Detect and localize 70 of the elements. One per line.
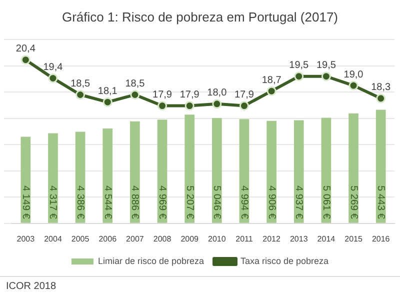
bar [48,133,58,223]
x-tick-label: 2006 [98,234,118,244]
data-label: 18,1 [98,86,118,97]
legend-label: Taxa risco de pobreza [240,256,329,266]
data-label: 19,5 [289,60,310,72]
point [266,86,276,96]
data-label: 19,0 [344,69,364,80]
legend-label: Limiar de risco de pobreza [98,256,204,266]
data-label: 4 317 € [47,186,58,220]
point [158,101,168,111]
point [130,90,140,100]
data-label: 18,5 [125,78,146,90]
point [376,94,386,104]
bar [212,118,222,223]
data-label: 4 386 € [74,186,86,220]
point [321,72,331,82]
data-label: 17,9 [180,90,200,101]
data-label: 18,3 [371,82,392,94]
data-label: 5 061 € [320,186,332,220]
data-label: 4 994 € [238,186,250,220]
text: ICOR 2018 [0,276,400,292]
point [76,90,86,100]
point [294,72,304,82]
point [20,55,30,65]
bar [294,120,304,223]
x-tick-label: 2009 [180,234,200,244]
point [48,73,58,83]
x-tick-label: 2015 [344,234,363,244]
x-tick-label: 2003 [16,234,36,244]
bar [102,128,113,223]
data-label: 4 149 € [20,186,31,220]
data-label: 5 207 € [184,186,195,220]
point [184,101,194,111]
data-label: 5 443 € [375,186,386,220]
data-label: 19,5 [316,60,336,72]
x-tick-label: 2013 [290,234,308,244]
x-tick-label: 2011 [236,234,254,244]
x-tick-label: 2008 [153,234,172,244]
data-label: 4 906 € [266,186,277,220]
bar [184,114,195,223]
data-label: 4 886 € [129,186,140,220]
data-label: 5 046 € [211,186,222,220]
x-tick-label: 2016 [372,234,390,244]
x-tick-label: 2007 [126,234,144,244]
x-tick-label: 2014 [317,234,336,244]
data-label: 18,5 [70,78,90,90]
bar [130,121,140,223]
x-tick-label: 2004 [44,234,62,244]
data-label: 17,9 [234,90,254,101]
x-tick-label: 2012 [262,234,282,244]
x-tick-label: 2005 [71,234,90,244]
data-label: 4 544 € [102,186,113,220]
bar [266,120,276,223]
data-label: 4 937 € [293,186,304,220]
chart-title: Gráfico 1: Risco de pobreza em Portugal (2017) [62,9,338,24]
bar [348,113,358,223]
data-label: 17,9 [152,90,172,101]
point [348,80,358,90]
point [212,99,222,109]
bar [20,136,31,223]
data-label: 18,0 [207,88,228,99]
data-label: 5 269 € [348,186,359,220]
data-label: 19,4 [43,62,64,73]
data-label: 18,7 [262,74,282,86]
data-label: 4 969 € [156,186,168,220]
point [239,101,249,111]
x-tick-label: 2010 [208,234,226,244]
data-label: 20,4 [16,44,36,55]
bar [376,110,386,223]
point [102,97,112,107]
